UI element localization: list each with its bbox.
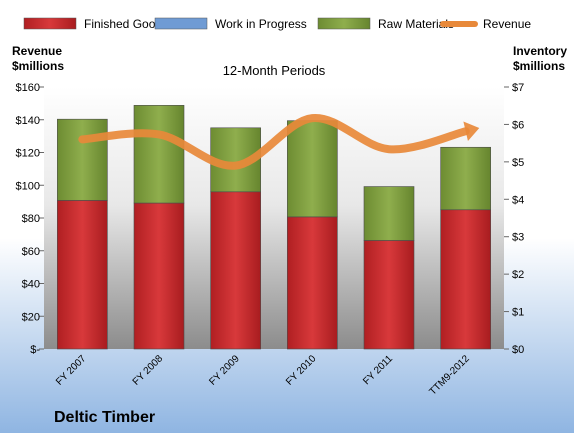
legend-swatch-raw-materials <box>317 17 371 30</box>
right-tick-label: $7 <box>512 82 524 94</box>
right-axis-label-line1: Inventory <box>513 44 567 58</box>
plot-area <box>44 87 504 349</box>
left-tick-label: $160 <box>16 82 40 94</box>
bar-finished-goods-fy-2010 <box>287 216 338 350</box>
left-tick-label: $20 <box>22 311 40 323</box>
bars <box>57 105 491 350</box>
bar-raw-materials-fy-2007 <box>57 118 108 201</box>
legend-label-finished-goods: Finished Goods <box>84 17 168 31</box>
left-tick-label: $120 <box>16 148 40 160</box>
revenue-arrowhead <box>463 121 480 141</box>
left-tick-label: $- <box>30 344 40 356</box>
right-tick-label: $0 <box>512 344 524 356</box>
legend-swatch-work-in-progress <box>154 17 208 30</box>
bar-raw-materials-fy-2008 <box>133 105 185 204</box>
revenue-line <box>78 114 470 170</box>
left-tick-label: $140 <box>16 115 40 127</box>
bar-finished-goods-fy-2007 <box>57 200 108 350</box>
legend-swatch-finished-goods <box>23 17 77 30</box>
bar-finished-goods-fy-2009 <box>210 191 261 350</box>
left-tick-label: $40 <box>22 279 40 291</box>
legend: Finished Goods Work in Progress Raw Materi… <box>23 17 531 31</box>
bar-finished-goods-fy-2011 <box>363 240 415 350</box>
right-axis-ticks: $0 $1 $2 $3 $4 $5 $6 $7 <box>504 82 524 356</box>
right-tick-label: $5 <box>512 157 524 169</box>
chart-subtitle: 12-Month Periods <box>223 63 326 78</box>
left-tick-label: $60 <box>22 246 40 258</box>
right-tick-label: $1 <box>512 307 524 319</box>
legend-label-revenue: Revenue <box>483 17 531 31</box>
right-tick-label: $6 <box>512 119 524 131</box>
company-title: Deltic Timber <box>54 409 155 426</box>
left-axis-label-line1: Revenue <box>12 44 62 58</box>
left-axis-ticks: $- $20 $40 $60 $80 $100 $120 $140 $160 <box>16 82 44 356</box>
bar-finished-goods-ttm9-2012 <box>440 209 491 350</box>
right-axis-label-line2: $millions <box>513 59 565 73</box>
legend-label-work-in-progress: Work in Progress <box>215 17 307 31</box>
right-tick-label: $4 <box>512 194 524 206</box>
bar-finished-goods-fy-2008 <box>133 202 185 350</box>
revenue-line-group <box>78 114 480 170</box>
left-tick-label: $100 <box>16 180 40 192</box>
bar-raw-materials-fy-2010 <box>287 120 338 218</box>
left-axis-label-line2: $millions <box>12 59 64 73</box>
bar-raw-materials-fy-2011 <box>363 186 415 241</box>
right-tick-label: $3 <box>512 232 524 244</box>
legend-label-raw-materials: Raw Materials <box>378 17 454 31</box>
left-tick-label: $80 <box>22 213 40 225</box>
bar-raw-materials-ttm9-2012 <box>440 146 491 211</box>
right-tick-label: $2 <box>512 269 524 281</box>
